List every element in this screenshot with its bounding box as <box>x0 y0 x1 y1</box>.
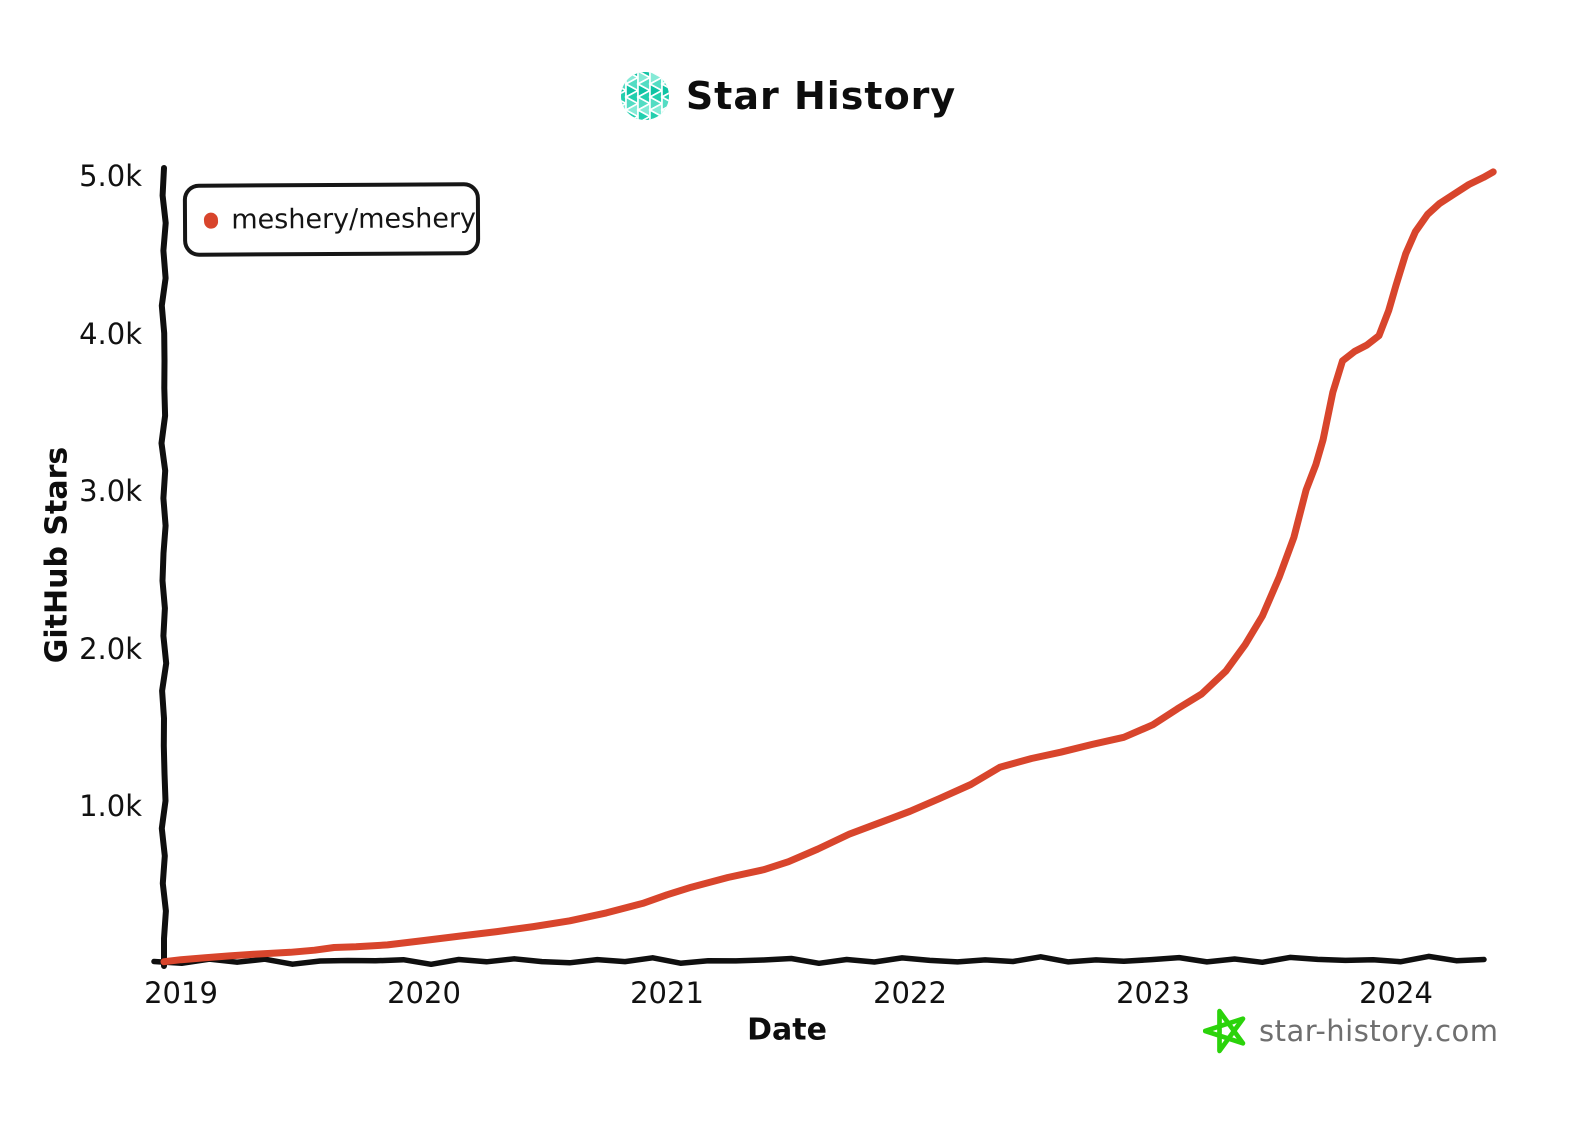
site-link[interactable]: star-history.com <box>1259 1014 1499 1048</box>
x-tick-label: 2019 <box>144 976 218 1010</box>
x-tick-label: 2021 <box>630 976 704 1010</box>
y-tick-label: 2.0k <box>79 631 142 666</box>
x-tick-label: 2022 <box>873 976 947 1010</box>
x-axis-line <box>151 953 1487 968</box>
x-tick-label: 2024 <box>1359 976 1433 1010</box>
y-axis-title: GitHub Stars <box>39 446 75 664</box>
legend-series-marker <box>203 211 219 229</box>
x-tick-label: 2020 <box>387 976 461 1010</box>
x-tick-label: 2023 <box>1116 976 1190 1010</box>
legend-series-label: meshery/meshery <box>231 203 477 236</box>
green-star-icon <box>1203 1008 1246 1054</box>
page-title: Star History <box>685 74 957 118</box>
x-axis-ticks: 2019 2020 2021 2022 2023 2024 <box>0 976 1576 1016</box>
y-tick-label: 4.0k <box>79 316 142 351</box>
y-tick-label: 5.0k <box>79 159 142 193</box>
y-tick-label: 3.0k <box>79 474 142 508</box>
y-tick-label: 1.0k <box>79 789 142 823</box>
x-axis-title: Date <box>747 1012 827 1048</box>
legend-item-meshery[interactable]: meshery/meshery <box>182 182 481 257</box>
chart-header: Star History <box>0 68 1576 124</box>
y-axis-line <box>158 165 170 969</box>
star-history-logo-icon <box>620 72 669 120</box>
watermark: star-history.com <box>1203 1008 1499 1054</box>
series-line-meshery <box>160 168 1497 966</box>
